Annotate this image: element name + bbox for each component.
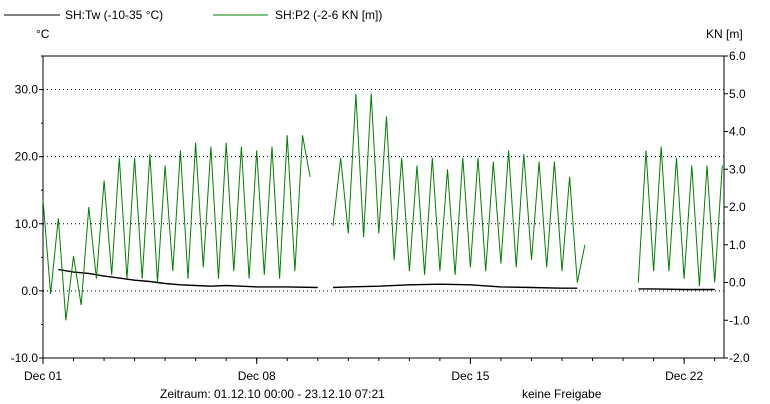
y-left-tick-label: 10.0 [15, 217, 39, 231]
y-right-tick-label: 4.0 [729, 125, 746, 139]
release-status-label: keine Freigabe [522, 387, 602, 401]
y-right-tick-label: 1.0 [729, 238, 746, 252]
series-p2-line [637, 146, 723, 287]
y-left-unit: °C [36, 27, 50, 41]
x-tick-label: Dec 22 [665, 369, 703, 383]
legend: SH:Tw (-10-35 °C) SH:P2 (-2-6 KN [m]) [4, 8, 382, 22]
series-p2-line [332, 93, 586, 283]
y-left-tick-label: 30.0 [15, 83, 39, 97]
series-tw-line [332, 283, 578, 289]
legend-label-tw: SH:Tw (-10-35 °C) [65, 8, 163, 22]
x-tick-label: Dec 01 [24, 369, 62, 383]
y-left-tick-label: 0.0 [21, 284, 38, 298]
time-range-label: Zeitraum: 01.12.10 00:00 - 23.12.10 07:2… [160, 387, 385, 401]
x-tick-label: Dec 15 [451, 369, 489, 383]
y-right-tick-label: 6.0 [729, 49, 746, 63]
x-tick-label: Dec 08 [238, 369, 276, 383]
y-left-axis: -10.0 0.0 10.0 20.0 30.0 [11, 55, 43, 365]
y-left-tick-label: 20.0 [15, 150, 39, 164]
series-p2-line [42, 135, 311, 321]
x-axis: Dec 01 Dec 08 Dec 15 Dec 22 [24, 358, 716, 383]
legend-label-p2: SH:P2 (-2-6 KN [m]) [275, 8, 382, 22]
y-right-tick-label: 3.0 [729, 162, 746, 176]
series-tw-line [638, 288, 715, 291]
y-right-tick-label: -1.0 [729, 313, 750, 327]
y-right-tick-label: 5.0 [729, 87, 746, 101]
y-right-tick-label: 2.0 [729, 200, 746, 214]
y-right-axis: -2.0 -1.0 0.0 1.0 2.0 3.0 4.0 5.0 6.0 [724, 49, 750, 365]
y-right-unit: KN [m] [706, 27, 743, 41]
y-right-tick-label: 0.0 [729, 276, 746, 290]
y-left-tick-label: -10.0 [11, 351, 39, 365]
y-right-tick-label: -2.0 [729, 351, 750, 365]
series-group [42, 93, 723, 321]
